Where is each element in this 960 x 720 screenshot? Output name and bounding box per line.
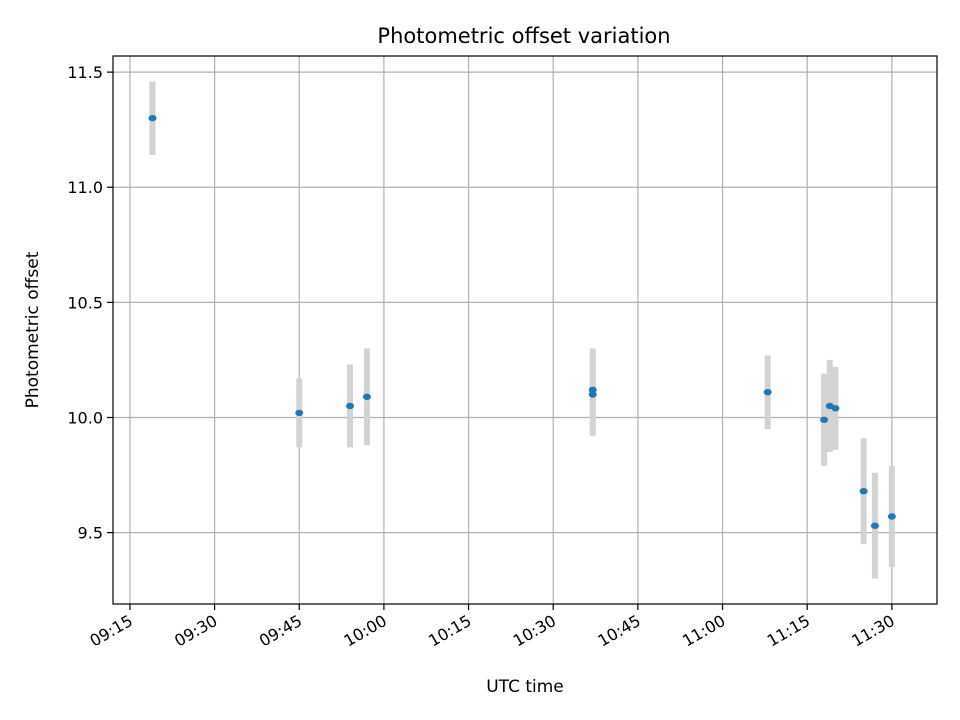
y-tick-label: 9.5 [78, 524, 103, 543]
data-point [763, 388, 772, 396]
data-point [870, 522, 879, 529]
data-point [859, 487, 868, 495]
y-axis: 9.5 10.0 10.5 11.0 11.5 [67, 63, 113, 543]
data-points [148, 114, 896, 529]
x-axis-label: UTC time [486, 677, 564, 697]
data-point [831, 405, 840, 412]
data-point [362, 393, 371, 400]
y-tick-label: 10.5 [67, 293, 103, 312]
y-tick-label: 11.5 [67, 63, 103, 82]
data-point [295, 409, 304, 417]
data-point [588, 386, 597, 394]
data-point [588, 391, 597, 398]
data-point [346, 402, 355, 410]
y-tick-label: 11.0 [67, 178, 103, 197]
plot-frame [112, 55, 938, 605]
y-tick-label: 10.0 [67, 408, 103, 427]
data-point [820, 416, 829, 423]
data-point [887, 513, 896, 520]
chart-title: Photometric offset variation [377, 24, 670, 48]
y-axis-label: Photometric offset [23, 251, 43, 408]
grid [113, 56, 937, 604]
data-point [148, 114, 157, 122]
